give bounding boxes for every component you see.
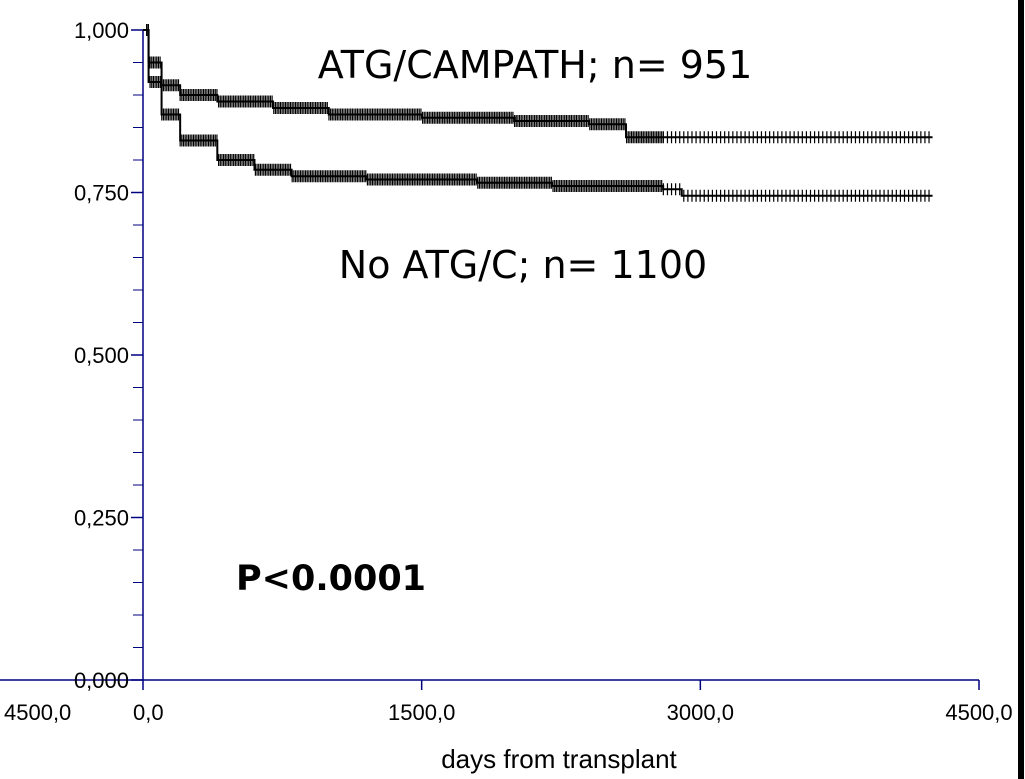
series-censor-marks-1 [146,24,930,144]
y-axis-title: survival [0,311,4,399]
series-censor-marks-2 [146,24,930,202]
x-tick-label: 1500,0 [388,700,455,725]
y-tick-label: 0,250 [74,506,129,531]
y-tick-label: 0,500 [74,343,129,368]
y-tick-label: 0,750 [74,181,129,206]
x-tick-label: 0,0 [133,700,164,725]
chart-frame [1018,0,1024,779]
axes: 0,000 0,250 0,500 0,750 1,000 0,0 1500,0 3000,0… [0,18,1013,725]
series-layer [143,24,933,202]
y-tick-label: 1,000 [74,18,129,43]
x-tick-label-left: 4500,0 [4,700,71,725]
x-tick-label: 4500,0 [945,700,1012,725]
x-axis-title: days from transplant [441,744,677,774]
x-tick-label: 3000,0 [667,700,734,725]
y-tick-label: 0,000 [74,668,129,693]
annotation-no-atg: No ATG/C; n= 1100 [339,243,707,287]
annotation-atg: ATG/CAMPATH; n= 951 [318,43,753,87]
annotation-p-value: P<0.0001 [236,559,426,599]
